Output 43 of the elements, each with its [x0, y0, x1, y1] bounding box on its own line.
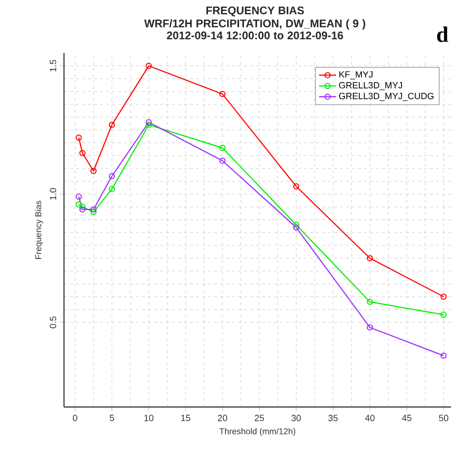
point — [219, 158, 226, 164]
x-tick-label: 10 — [144, 414, 154, 422]
point — [108, 122, 116, 128]
x-tick-label: 25 — [254, 414, 264, 422]
x-tick-label: 20 — [218, 414, 228, 422]
point — [108, 186, 116, 192]
x-tick-label: 5 — [110, 414, 114, 422]
point — [146, 119, 152, 126]
x-tick-label: 15 — [181, 414, 190, 422]
point — [146, 122, 152, 128]
point — [293, 183, 300, 190]
y-axis-title: Frequency Bias — [35, 200, 43, 259]
point — [79, 206, 86, 213]
point — [90, 206, 97, 213]
chart-subtitle: WRF/12H PRECIPITATION, DW_MEAN ( 9 ) 2012-09-14 12:00:00 to 2012-09-16 — [144, 19, 366, 40]
x-tick-label: 35 — [328, 414, 338, 422]
x-tick-label: 50 — [438, 414, 448, 422]
point — [366, 324, 374, 331]
point — [79, 150, 86, 156]
point — [146, 62, 152, 69]
point — [219, 90, 226, 98]
legend-label: KF_MYJ — [339, 71, 372, 80]
point — [79, 204, 86, 210]
chart-title: FREQUENCY BIAS — [206, 6, 304, 16]
y-tick-label: 1.5 — [50, 60, 56, 72]
point — [90, 168, 97, 174]
point — [366, 255, 374, 262]
point — [366, 298, 374, 305]
point — [108, 173, 116, 180]
point — [293, 224, 300, 231]
y-tick-label: 1.0 — [50, 188, 56, 200]
legend-label: GRELL3D_MYJ — [339, 82, 402, 90]
point — [219, 144, 226, 152]
x-tick-label: 0 — [72, 414, 78, 422]
x-tick-label: 30 — [292, 414, 301, 422]
x-axis-title: Threshold (mm/12h) — [219, 428, 296, 436]
x-tick-label: 45 — [402, 414, 412, 422]
legend-label: GRELL3D_MYJ_CUDG — [339, 92, 434, 101]
x-tick-label: 40 — [365, 414, 375, 422]
point — [293, 222, 300, 228]
text: d — [437, 26, 448, 42]
point — [90, 208, 97, 216]
y-tick-label: 0.5 — [50, 316, 56, 328]
